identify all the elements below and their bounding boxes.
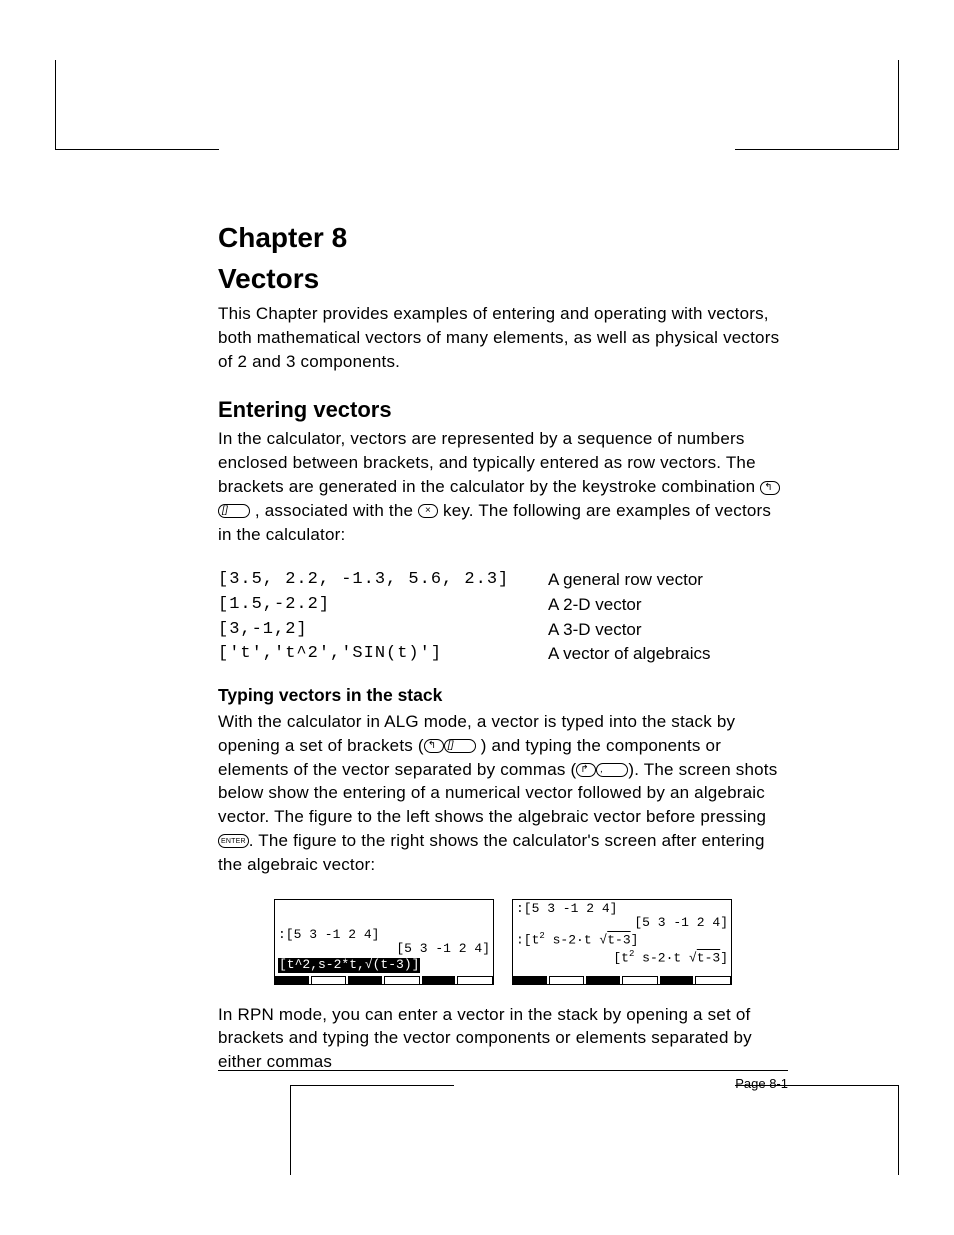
screen-line: [t2 s-2·t √t-3] [516, 949, 728, 966]
chapter-intro: This Chapter provides examples of enteri… [218, 302, 788, 373]
screen-line: [5 3 -1 2 4] [516, 916, 728, 931]
example-row: ['t','t^2','SIN(t)'] A vector of algebra… [218, 642, 788, 667]
right-shift-key-icon: ↱ [576, 763, 596, 777]
example-row: [3,-1,2] A 3-D vector [218, 618, 788, 643]
softkey-menu-icon [275, 976, 493, 984]
crop-mark-top-left [55, 60, 219, 150]
times-key-icon: × [418, 504, 438, 518]
example-row: [1.5,-2.2] A 2-D vector [218, 593, 788, 618]
bracket-key-icon: [] [218, 504, 250, 518]
section-heading-entering: Entering vectors [218, 397, 788, 423]
section2-text-d: . The figure to the right shows the calc… [218, 831, 765, 874]
enter-key-icon: ENTER [218, 834, 249, 848]
page-number: Page 8-1 [735, 1076, 788, 1091]
section1-para: In the calculator, vectors are represent… [218, 427, 788, 546]
example-desc: A 2-D vector [548, 593, 642, 618]
crop-mark-bottom-right [735, 1085, 899, 1175]
example-desc: A 3-D vector [548, 618, 642, 643]
left-shift-key-icon: ↰ [760, 481, 780, 495]
softkey-menu-icon [513, 976, 731, 984]
bracket-key-icon: [] [444, 739, 476, 753]
screen-line: :[5 3 -1 2 4] [278, 928, 490, 943]
section1-text-b: , associated with the [250, 501, 418, 520]
comma-key-icon: , [596, 763, 628, 777]
calculator-screen-right: :[5 3 -1 2 4] [5 3 -1 2 4] :[t2 s-2·t √t… [512, 899, 732, 985]
example-code: [1.5,-2.2] [218, 593, 548, 618]
closing-para: In RPN mode, you can enter a vector in t… [218, 1003, 788, 1074]
footer-rule [218, 1070, 788, 1071]
section2-para: With the calculator in ALG mode, a vecto… [218, 710, 788, 877]
calculator-screenshots: :[5 3 -1 2 4] [5 3 -1 2 4] [t^2,s-2*t,√(… [218, 899, 788, 985]
crop-mark-bottom-left [290, 1085, 454, 1175]
calculator-screen-left: :[5 3 -1 2 4] [5 3 -1 2 4] [t^2,s-2*t,√(… [274, 899, 494, 985]
screen-line-inverse: [t^2,s-2*t,√(t-3)] [278, 958, 420, 973]
example-desc: A vector of algebraics [548, 642, 711, 667]
subsection-heading-typing: Typing vectors in the stack [218, 685, 788, 706]
example-desc: A general row vector [548, 568, 703, 593]
screen-line: :[5 3 -1 2 4] [516, 902, 728, 917]
screen-line: :[t2 s-2·t √t-3] [516, 931, 728, 948]
chapter-number: Chapter 8 [218, 220, 788, 255]
example-code: ['t','t^2','SIN(t)'] [218, 642, 548, 667]
examples-list: [3.5, 2.2, -1.3, 5.6, 2.3] A general row… [218, 568, 788, 667]
crop-mark-top-right [735, 60, 899, 150]
left-shift-key-icon: ↰ [424, 739, 444, 753]
screen-line: [5 3 -1 2 4] [278, 942, 490, 957]
chapter-title: Vectors [218, 261, 788, 296]
example-row: [3.5, 2.2, -1.3, 5.6, 2.3] A general row… [218, 568, 788, 593]
example-code: [3,-1,2] [218, 618, 548, 643]
example-code: [3.5, 2.2, -1.3, 5.6, 2.3] [218, 568, 548, 593]
page-content: Chapter 8 Vectors This Chapter provides … [218, 220, 788, 1074]
section1-text-a: In the calculator, vectors are represent… [218, 429, 760, 496]
